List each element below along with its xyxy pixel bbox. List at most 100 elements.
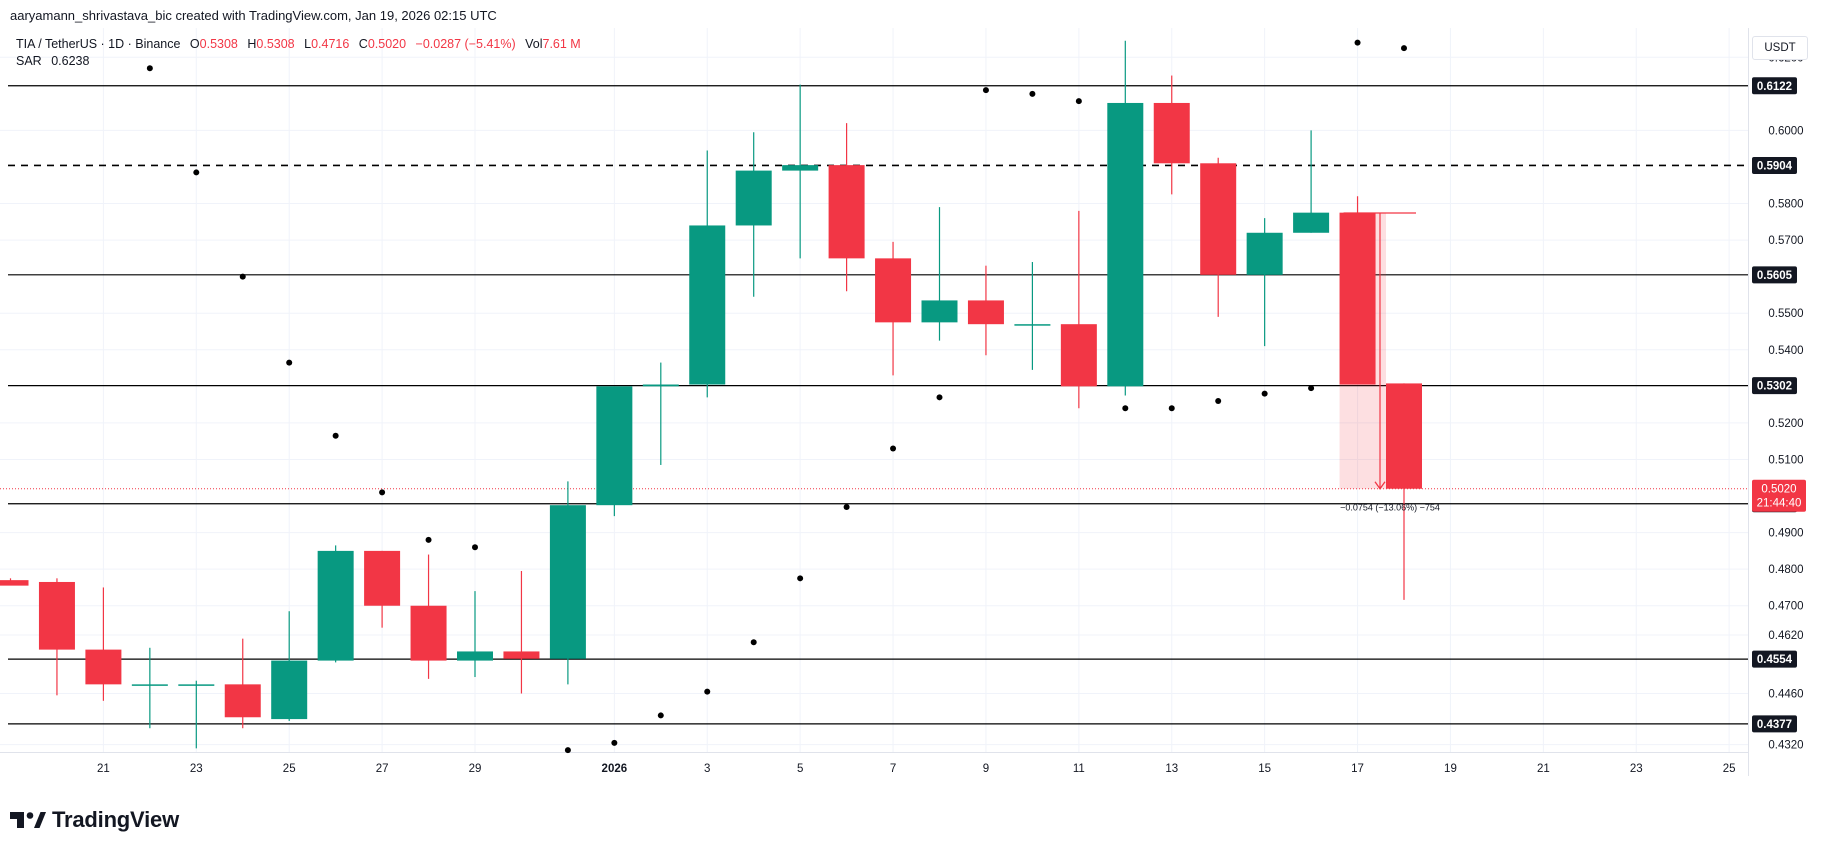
time-tick-label: 21 <box>1537 763 1550 775</box>
candle <box>1386 383 1422 600</box>
candle-body <box>875 258 912 323</box>
sar-dot <box>704 688 711 695</box>
candle-body <box>178 684 215 686</box>
measure-arrow-head <box>1374 481 1386 490</box>
sar-dot <box>286 359 293 366</box>
measure-label: −0.0754 (−13.06%) −754 <box>1340 503 1440 513</box>
candle-body <box>1293 212 1330 233</box>
candle-body <box>782 165 819 171</box>
tradingview-footer: TradingView <box>10 805 179 835</box>
sar-dot <box>936 394 943 401</box>
time-tick-label: 5 <box>797 763 803 775</box>
chart-legend: TIA / TetherUS · 1D · Binance O0.5308 H0… <box>16 36 581 70</box>
candle <box>1293 130 1330 233</box>
price-tick-label: 0.5400 <box>1768 345 1803 357</box>
candle-body <box>828 165 865 259</box>
candle-body <box>131 684 168 686</box>
time-tick-label: 23 <box>190 763 203 775</box>
price-tick-label: 0.4460 <box>1768 688 1803 700</box>
sar-dot <box>564 747 571 754</box>
candle-body <box>596 386 633 506</box>
time-tick-label: 17 <box>1351 763 1364 775</box>
candle-body <box>642 384 679 387</box>
price-axis: 0.62000.60000.58000.57000.55000.54000.52… <box>1768 52 1803 751</box>
time-tick-label: 25 <box>283 763 296 775</box>
legend-close-label: C <box>358 37 368 51</box>
candle-body <box>0 580 29 586</box>
level-price-label-box <box>1752 650 1797 668</box>
legend-main-row: TIA / TetherUS · 1D · Binance O0.5308 H0… <box>16 36 581 53</box>
candle-body <box>967 300 1004 325</box>
level-price-label-box <box>1752 156 1797 174</box>
time-tick-label: 23 <box>1630 763 1643 775</box>
time-axis: 21 23 25 27 29 2026 3 5 7 9 11 13 15 17 19 21 23 25 <box>97 763 1736 775</box>
price-tick-label: 0.4800 <box>1768 564 1803 576</box>
candle-body <box>735 170 772 226</box>
time-tick-label: 3 <box>704 763 710 775</box>
candle <box>457 591 493 678</box>
candle <box>921 207 958 341</box>
sar-dot <box>379 489 386 496</box>
candle <box>1014 262 1051 370</box>
sar-dot <box>890 445 897 452</box>
candle <box>410 554 447 679</box>
legend-change: −0.0287 (−5.41%) <box>415 37 516 51</box>
candle-body <box>410 605 447 661</box>
candle <box>38 578 75 696</box>
legend-volume-label: Vol <box>525 37 543 51</box>
candle-body <box>271 660 308 720</box>
level-price-label: 0.5605 <box>1757 270 1793 282</box>
candles <box>0 40 1422 749</box>
candle-body <box>1107 102 1144 387</box>
sar-dot <box>982 87 989 94</box>
level-price-label: 0.5302 <box>1757 381 1792 393</box>
level-price-label-box <box>1752 77 1797 95</box>
legend-sar-row: SAR 0.6238 <box>16 53 581 70</box>
level-price-label: 0.4554 <box>1757 654 1793 666</box>
tradingview-logo-icon <box>10 812 46 828</box>
sar-dot <box>1261 390 1268 397</box>
time-tick-label: 25 <box>1723 763 1736 775</box>
time-tick-label: 7 <box>890 763 896 775</box>
candle-body <box>457 651 493 661</box>
candle <box>875 241 912 376</box>
candle-body <box>1246 232 1283 275</box>
sar-dot <box>193 169 200 176</box>
last-price-label-box <box>1752 479 1806 512</box>
sar-dot <box>750 639 757 646</box>
last-price-value: 0.5020 <box>1761 484 1796 496</box>
sar-dot <box>1308 385 1315 392</box>
horizontal-levels <box>8 85 1748 725</box>
sar-dot <box>472 544 478 551</box>
chart-area[interactable]: 0.62000.60000.58000.57000.55000.54000.52… <box>0 28 1825 798</box>
time-tick-label: 27 <box>376 763 389 775</box>
candle <box>828 123 865 292</box>
candle-body <box>689 225 726 385</box>
candle <box>1339 196 1376 385</box>
candle-body <box>1339 212 1376 385</box>
sar-dot <box>332 432 339 439</box>
candle-body <box>1386 383 1422 489</box>
time-tick-label: 13 <box>1165 763 1178 775</box>
candle <box>596 386 633 517</box>
sar-dot <box>1354 39 1361 46</box>
chart-grid <box>0 28 1748 752</box>
time-tick-label: 11 <box>1073 763 1085 775</box>
currency-unit-button[interactable]: USDT <box>1752 36 1808 60</box>
sar-dot <box>1029 90 1036 97</box>
candle <box>642 362 679 465</box>
sar-dot <box>843 504 850 511</box>
legend-sar-label: SAR <box>16 54 42 68</box>
legend-low-label: L <box>304 37 312 51</box>
sar-dot <box>239 273 246 280</box>
legend-low-value: 0.4716 <box>311 37 350 51</box>
price-tick-label: 0.4620 <box>1768 630 1803 642</box>
candle-body <box>85 649 122 685</box>
candle-body <box>921 300 958 323</box>
legend-close-value: 0.5020 <box>367 37 407 51</box>
sar-indicator <box>146 39 1407 754</box>
level-price-label-box <box>1752 715 1797 733</box>
candlestick-chart[interactable]: 0.62000.60000.58000.57000.55000.54000.52… <box>0 28 1825 798</box>
candle-body <box>364 550 401 606</box>
tradingview-wordmark: TradingView <box>52 807 179 832</box>
